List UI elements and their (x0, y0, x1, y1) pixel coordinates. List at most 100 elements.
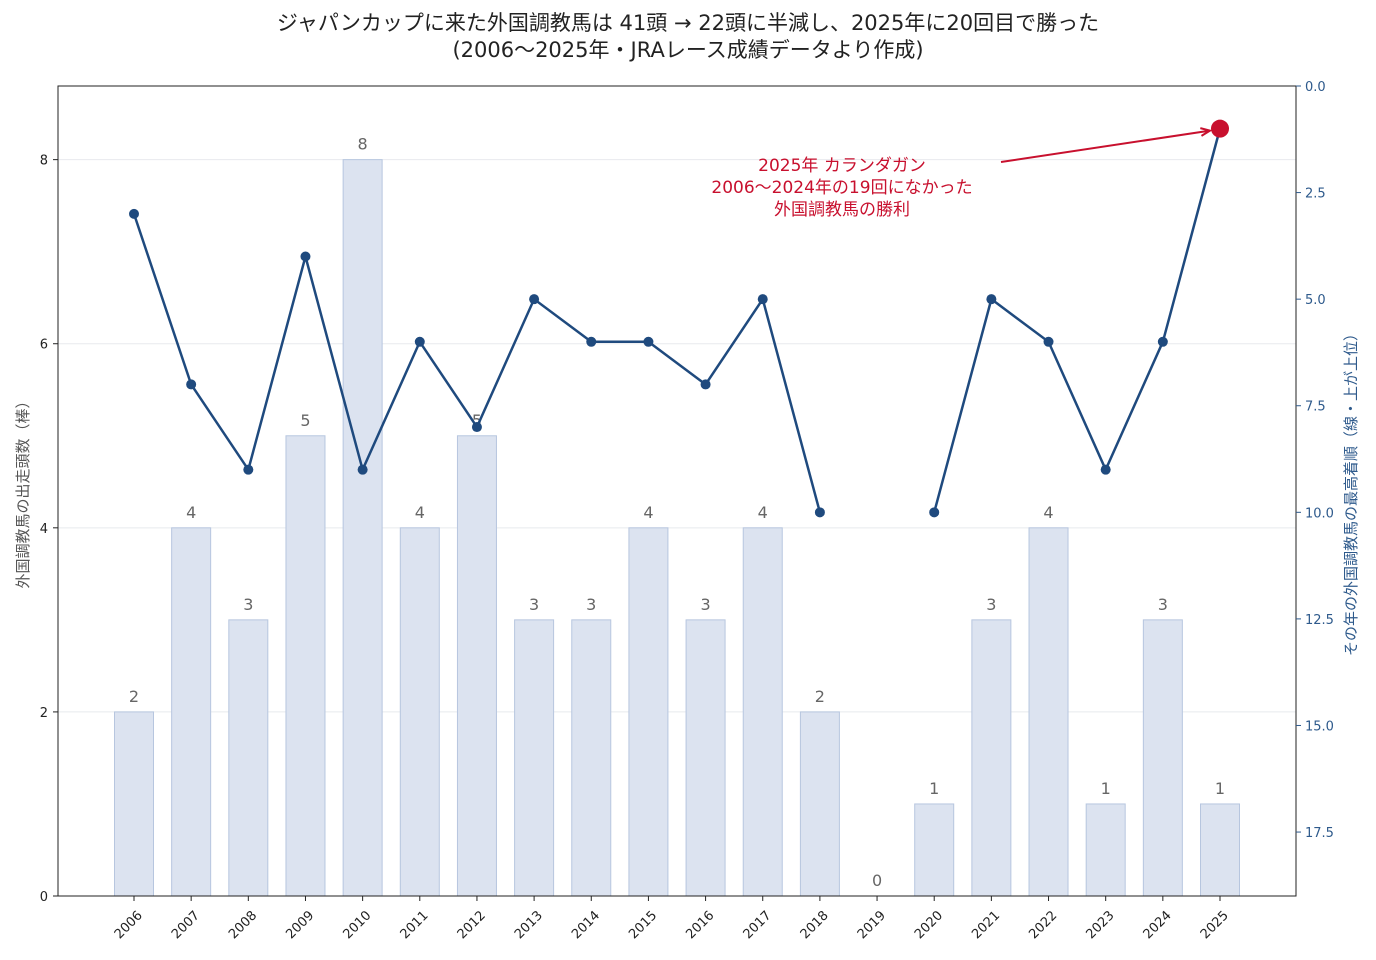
x-tick-label: 2008 (226, 908, 260, 942)
y-axis-label-right: その年の外国調教馬の最高着順（線・上が上位） (1342, 326, 1360, 656)
bar-value-label: 4 (1043, 503, 1053, 522)
y-axis-label-left: 外国調教馬の出走頭数（棒） (14, 393, 32, 588)
bar (799, 711, 840, 897)
highlight-point (1211, 119, 1229, 138)
bar-value-label: 5 (300, 411, 310, 430)
x-tick-label: 2006 (112, 908, 146, 942)
line-point (529, 294, 540, 305)
y-tick-label-right: 0.0 (1305, 80, 1326, 95)
bar (1028, 527, 1069, 897)
line-layer (129, 119, 1229, 518)
bar-value-label: 8 (358, 135, 368, 154)
line-point (300, 251, 311, 262)
y-tick-label-left: 2 (40, 706, 48, 721)
bar-value-label: 2 (815, 687, 825, 706)
y-tick-label-right: 12.5 (1305, 613, 1334, 628)
bar-value-label: 3 (1158, 595, 1168, 614)
bar-value-label: 3 (243, 595, 253, 614)
bar (456, 435, 497, 897)
bar (399, 527, 440, 897)
line-point (986, 294, 997, 305)
line-point (243, 464, 254, 475)
bar (514, 619, 555, 897)
bar-value-label: 4 (186, 503, 196, 522)
annotation-text: 2025年 カランダガン (758, 156, 926, 176)
bar-value-label: 1 (1101, 779, 1111, 798)
bar (1085, 803, 1126, 897)
line-point (186, 379, 197, 390)
y-tick-label-right: 5.0 (1305, 293, 1326, 308)
bar (114, 711, 154, 897)
y-tick-label-right: 10.0 (1305, 506, 1334, 521)
bar-value-label: 3 (529, 595, 539, 614)
x-tick-label: 2023 (1084, 908, 1118, 942)
y-tick-label-right: 17.5 (1305, 826, 1334, 841)
bar (628, 527, 669, 897)
x-tick-label: 2016 (683, 908, 717, 942)
annotation-arrowhead (1200, 127, 1213, 137)
x-tick-label: 2011 (398, 908, 432, 942)
x-tick-label: 2014 (569, 908, 603, 942)
bar-value-label: 3 (700, 595, 710, 614)
x-tick-label: 2013 (512, 908, 546, 942)
bar (742, 527, 783, 897)
line-point (700, 379, 711, 390)
line-point (414, 336, 425, 347)
bar-value-label: 5 (472, 411, 482, 430)
bar-value-label: 4 (415, 503, 425, 522)
y-tick-label-left: 8 (40, 154, 48, 169)
annotation-text: 2006〜2024年の19回になかった (711, 178, 972, 198)
bar-value-label: 3 (586, 595, 596, 614)
y-tick-label-left: 6 (40, 338, 48, 353)
line-point (929, 507, 940, 518)
bar-value-label: 1 (929, 779, 939, 798)
bar (685, 619, 726, 897)
line-point (757, 294, 768, 305)
x-tick-label: 2010 (340, 908, 374, 942)
line-point (357, 464, 368, 475)
line-point (129, 208, 139, 219)
bar-value-label: 3 (986, 595, 996, 614)
x-tick-label: 2015 (626, 908, 660, 942)
bar (1142, 619, 1183, 897)
y-tick-label-right: 7.5 (1305, 400, 1326, 415)
bar-value-label: 0 (872, 871, 882, 890)
x-tick-label: 2007 (169, 908, 203, 942)
bar-layer: 2 4 3 5 8 4 5 3 3 4 3 4 2 0 1 3 4 1 3 1 (114, 135, 1240, 897)
x-tick-label: 2017 (741, 908, 775, 942)
bar (171, 527, 212, 897)
x-tick-label: 2012 (455, 908, 489, 942)
bar (285, 435, 326, 897)
bar (342, 159, 383, 897)
line-point (1157, 336, 1168, 347)
chart-title: ジャパンカップに来た外国調教馬は 41頭 → 22頭に半減し、2025年に20回… (276, 11, 1100, 35)
x-tick-label: 2025 (1198, 908, 1232, 942)
annotation-arrow (1000, 129, 1211, 163)
line-point (471, 422, 482, 433)
line-point (586, 336, 597, 347)
bar (914, 803, 955, 897)
line-point (1043, 336, 1054, 347)
x-tick-label: 2019 (855, 908, 889, 942)
x-tick-label: 2020 (912, 908, 946, 942)
bar (228, 619, 269, 897)
bar-value-label: 4 (643, 503, 653, 522)
x-tick-label: 2018 (798, 908, 832, 942)
y-tick-label-left: 4 (40, 522, 48, 537)
line-point (814, 507, 825, 518)
bar (971, 619, 1012, 897)
y-tick-label-left: 0 (40, 890, 48, 905)
x-tick-label: 2009 (283, 908, 317, 942)
plot-frame (57, 85, 1297, 897)
bar (1200, 803, 1240, 897)
x-tick-label: 2024 (1141, 908, 1175, 942)
bar-value-label: 2 (129, 687, 139, 706)
chart-subtitle: (2006〜2025年・JRAレース成績データより作成) (452, 38, 924, 62)
annotation-text: 外国調教馬の勝利 (774, 200, 910, 220)
bar-value-label: 1 (1215, 779, 1225, 798)
x-tick-label: 2021 (969, 908, 1003, 942)
bar-value-label: 4 (758, 503, 768, 522)
line-point (1100, 464, 1111, 475)
